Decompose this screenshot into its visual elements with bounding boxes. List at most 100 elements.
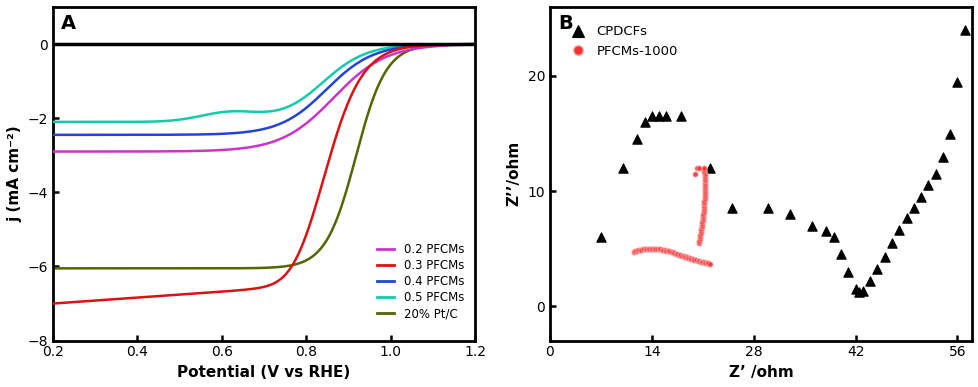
Point xyxy=(691,232,707,238)
Point xyxy=(898,214,913,221)
Point xyxy=(695,199,711,205)
Point xyxy=(648,246,664,252)
Point xyxy=(630,247,645,253)
Point xyxy=(693,224,709,231)
Point xyxy=(645,245,661,252)
Point xyxy=(693,221,709,227)
Point xyxy=(691,236,707,242)
Point xyxy=(658,248,674,254)
Point xyxy=(696,184,712,190)
Point xyxy=(862,278,877,284)
Point xyxy=(674,253,689,259)
Point xyxy=(696,176,712,183)
Point xyxy=(696,173,712,179)
Point xyxy=(672,252,688,258)
Point xyxy=(695,209,711,215)
Point xyxy=(818,228,833,235)
Point xyxy=(942,130,957,137)
Point xyxy=(659,248,675,254)
Point xyxy=(644,113,659,119)
Point xyxy=(673,113,689,119)
Y-axis label: Z’’/ohm: Z’’/ohm xyxy=(507,141,521,206)
Point xyxy=(694,211,710,217)
Point xyxy=(658,113,674,119)
Point xyxy=(680,255,695,261)
Point xyxy=(695,259,711,265)
Point xyxy=(927,171,943,177)
Point xyxy=(694,215,710,221)
X-axis label: Z’ /ohm: Z’ /ohm xyxy=(728,365,792,380)
Point xyxy=(692,226,708,233)
Point xyxy=(696,169,712,175)
Point xyxy=(643,245,658,252)
Point xyxy=(633,247,648,253)
Point xyxy=(692,259,708,265)
Point xyxy=(644,245,659,252)
Point xyxy=(636,119,651,125)
Point xyxy=(650,113,666,119)
Point xyxy=(695,205,711,211)
Point xyxy=(654,247,670,253)
Point xyxy=(690,165,706,171)
Point xyxy=(695,203,711,209)
Point xyxy=(905,205,920,211)
Point xyxy=(934,153,950,159)
Point xyxy=(638,246,653,252)
Point xyxy=(653,247,669,253)
Point xyxy=(614,165,630,171)
Point xyxy=(691,234,707,240)
Point xyxy=(825,234,841,240)
Point xyxy=(696,188,712,194)
Point xyxy=(696,182,712,188)
Point xyxy=(627,248,643,254)
Point xyxy=(695,207,711,213)
Point xyxy=(696,195,712,202)
Point xyxy=(693,223,709,229)
Point xyxy=(677,254,692,260)
Point xyxy=(883,240,899,246)
Point xyxy=(696,171,712,177)
Point xyxy=(593,234,608,240)
Point xyxy=(690,258,706,264)
Point xyxy=(724,205,739,211)
Point xyxy=(669,251,685,257)
Point xyxy=(646,246,662,252)
Point xyxy=(701,165,717,171)
Text: A: A xyxy=(62,14,76,33)
Text: B: B xyxy=(557,14,572,33)
Point xyxy=(695,201,711,207)
Point xyxy=(696,197,712,204)
Point xyxy=(632,247,647,253)
Point xyxy=(662,249,678,255)
Point xyxy=(629,136,645,142)
Point xyxy=(666,250,682,256)
Point xyxy=(694,213,710,219)
Point xyxy=(912,194,928,200)
Point xyxy=(640,246,655,252)
Point xyxy=(891,227,907,233)
Point xyxy=(651,246,667,252)
Point xyxy=(696,190,712,196)
Point xyxy=(693,259,709,265)
Point xyxy=(670,252,686,258)
Legend: CPDCFs, PFCMs-1000: CPDCFs, PFCMs-1000 xyxy=(564,20,683,63)
Point xyxy=(693,219,709,225)
Point xyxy=(687,171,702,177)
Point xyxy=(682,255,697,262)
Point xyxy=(690,238,706,244)
X-axis label: Potential (V vs RHE): Potential (V vs RHE) xyxy=(177,365,350,380)
Point xyxy=(690,240,706,246)
Point xyxy=(854,288,869,294)
Point xyxy=(696,180,712,187)
Point xyxy=(685,256,700,262)
Point xyxy=(695,167,711,173)
Point xyxy=(696,178,712,185)
Point xyxy=(695,165,711,171)
Point xyxy=(696,192,712,198)
Point xyxy=(688,257,703,264)
Point xyxy=(641,246,656,252)
Point xyxy=(696,186,712,192)
Point xyxy=(625,248,641,255)
Point xyxy=(696,194,712,200)
Point xyxy=(694,217,710,223)
